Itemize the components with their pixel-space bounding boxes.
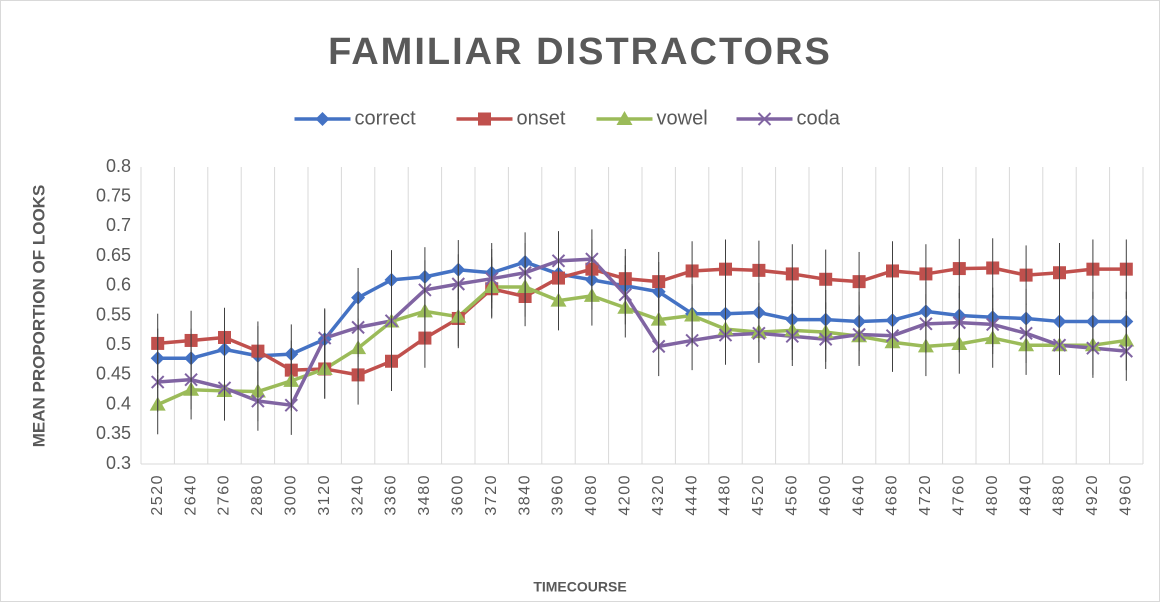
y-axis-label: MEAN PROPORTION OF LOOKS <box>29 185 48 448</box>
x-axis-label: TIMECOURSE <box>533 579 626 595</box>
legend-label: vowel <box>657 107 708 129</box>
x-tick-label: 4560 <box>784 474 801 516</box>
y-tick-label: 0.5 <box>106 334 131 354</box>
x-tick-label: 3360 <box>383 474 400 516</box>
x-tick-label: 4960 <box>1118 474 1135 516</box>
legend-marker <box>616 111 633 125</box>
legend-marker <box>315 112 330 126</box>
x-tick-label: 3720 <box>483 474 500 516</box>
y-tick-label: 0.65 <box>96 245 131 265</box>
x-tick-label: 4800 <box>984 474 1001 516</box>
x-tick-label: 3600 <box>450 474 467 516</box>
x-tick-label: 4200 <box>617 474 634 516</box>
y-tick-label: 0.35 <box>96 423 131 443</box>
legend-marker <box>757 112 772 126</box>
x-tick-label: 2760 <box>216 474 233 516</box>
y-tick-label: 0.7 <box>106 215 131 235</box>
legend-item: correct <box>294 107 417 129</box>
x-tick-label: 2880 <box>249 474 266 516</box>
x-tick-label: 4480 <box>717 474 734 516</box>
x-tick-label: 4520 <box>750 474 767 516</box>
legend-item: coda <box>736 107 841 129</box>
y-tick-label: 0.3 <box>106 453 131 473</box>
x-tick-label: 2640 <box>182 474 199 516</box>
x-tick-label: 4720 <box>917 474 934 516</box>
x-tick-label: 4080 <box>583 474 600 516</box>
x-tick-label: 4680 <box>884 474 901 516</box>
x-tick-label: 3960 <box>550 474 567 516</box>
x-tick-label: 4920 <box>1084 474 1101 516</box>
legend-label: onset <box>517 107 566 129</box>
x-tick-label: 3480 <box>416 474 433 516</box>
legend-marker <box>478 112 491 126</box>
legend-label: coda <box>797 107 841 129</box>
x-tick-label: 3240 <box>349 474 366 516</box>
y-tick-label: 0.6 <box>106 275 131 295</box>
y-tick-label: 0.75 <box>96 185 131 205</box>
x-tick-label: 3120 <box>316 474 333 516</box>
x-tick-label: 4600 <box>817 474 834 516</box>
x-tick-label: 4760 <box>951 474 968 516</box>
y-tick-label: 0.55 <box>96 304 131 324</box>
series-line <box>157 257 1127 407</box>
x-tick-label: 2520 <box>149 474 166 516</box>
chart-title: FAMILIAR DISTRACTORS <box>328 31 832 73</box>
x-tick-label: 4640 <box>850 474 867 516</box>
y-tick-label: 0.45 <box>96 364 131 384</box>
y-tick-label: 0.4 <box>106 393 131 413</box>
legend-label: correct <box>355 107 417 129</box>
y-tick-label: 0.8 <box>106 156 131 176</box>
x-tick-label: 3000 <box>283 474 300 516</box>
legend-item: vowel <box>596 107 708 129</box>
x-tick-label: 3840 <box>516 474 533 516</box>
legend-item: onset <box>456 107 566 129</box>
x-tick-label: 4440 <box>683 474 700 516</box>
x-tick-label: 4320 <box>650 474 667 516</box>
x-tick-label: 4880 <box>1051 474 1068 516</box>
x-tick-label: 4840 <box>1017 474 1034 516</box>
